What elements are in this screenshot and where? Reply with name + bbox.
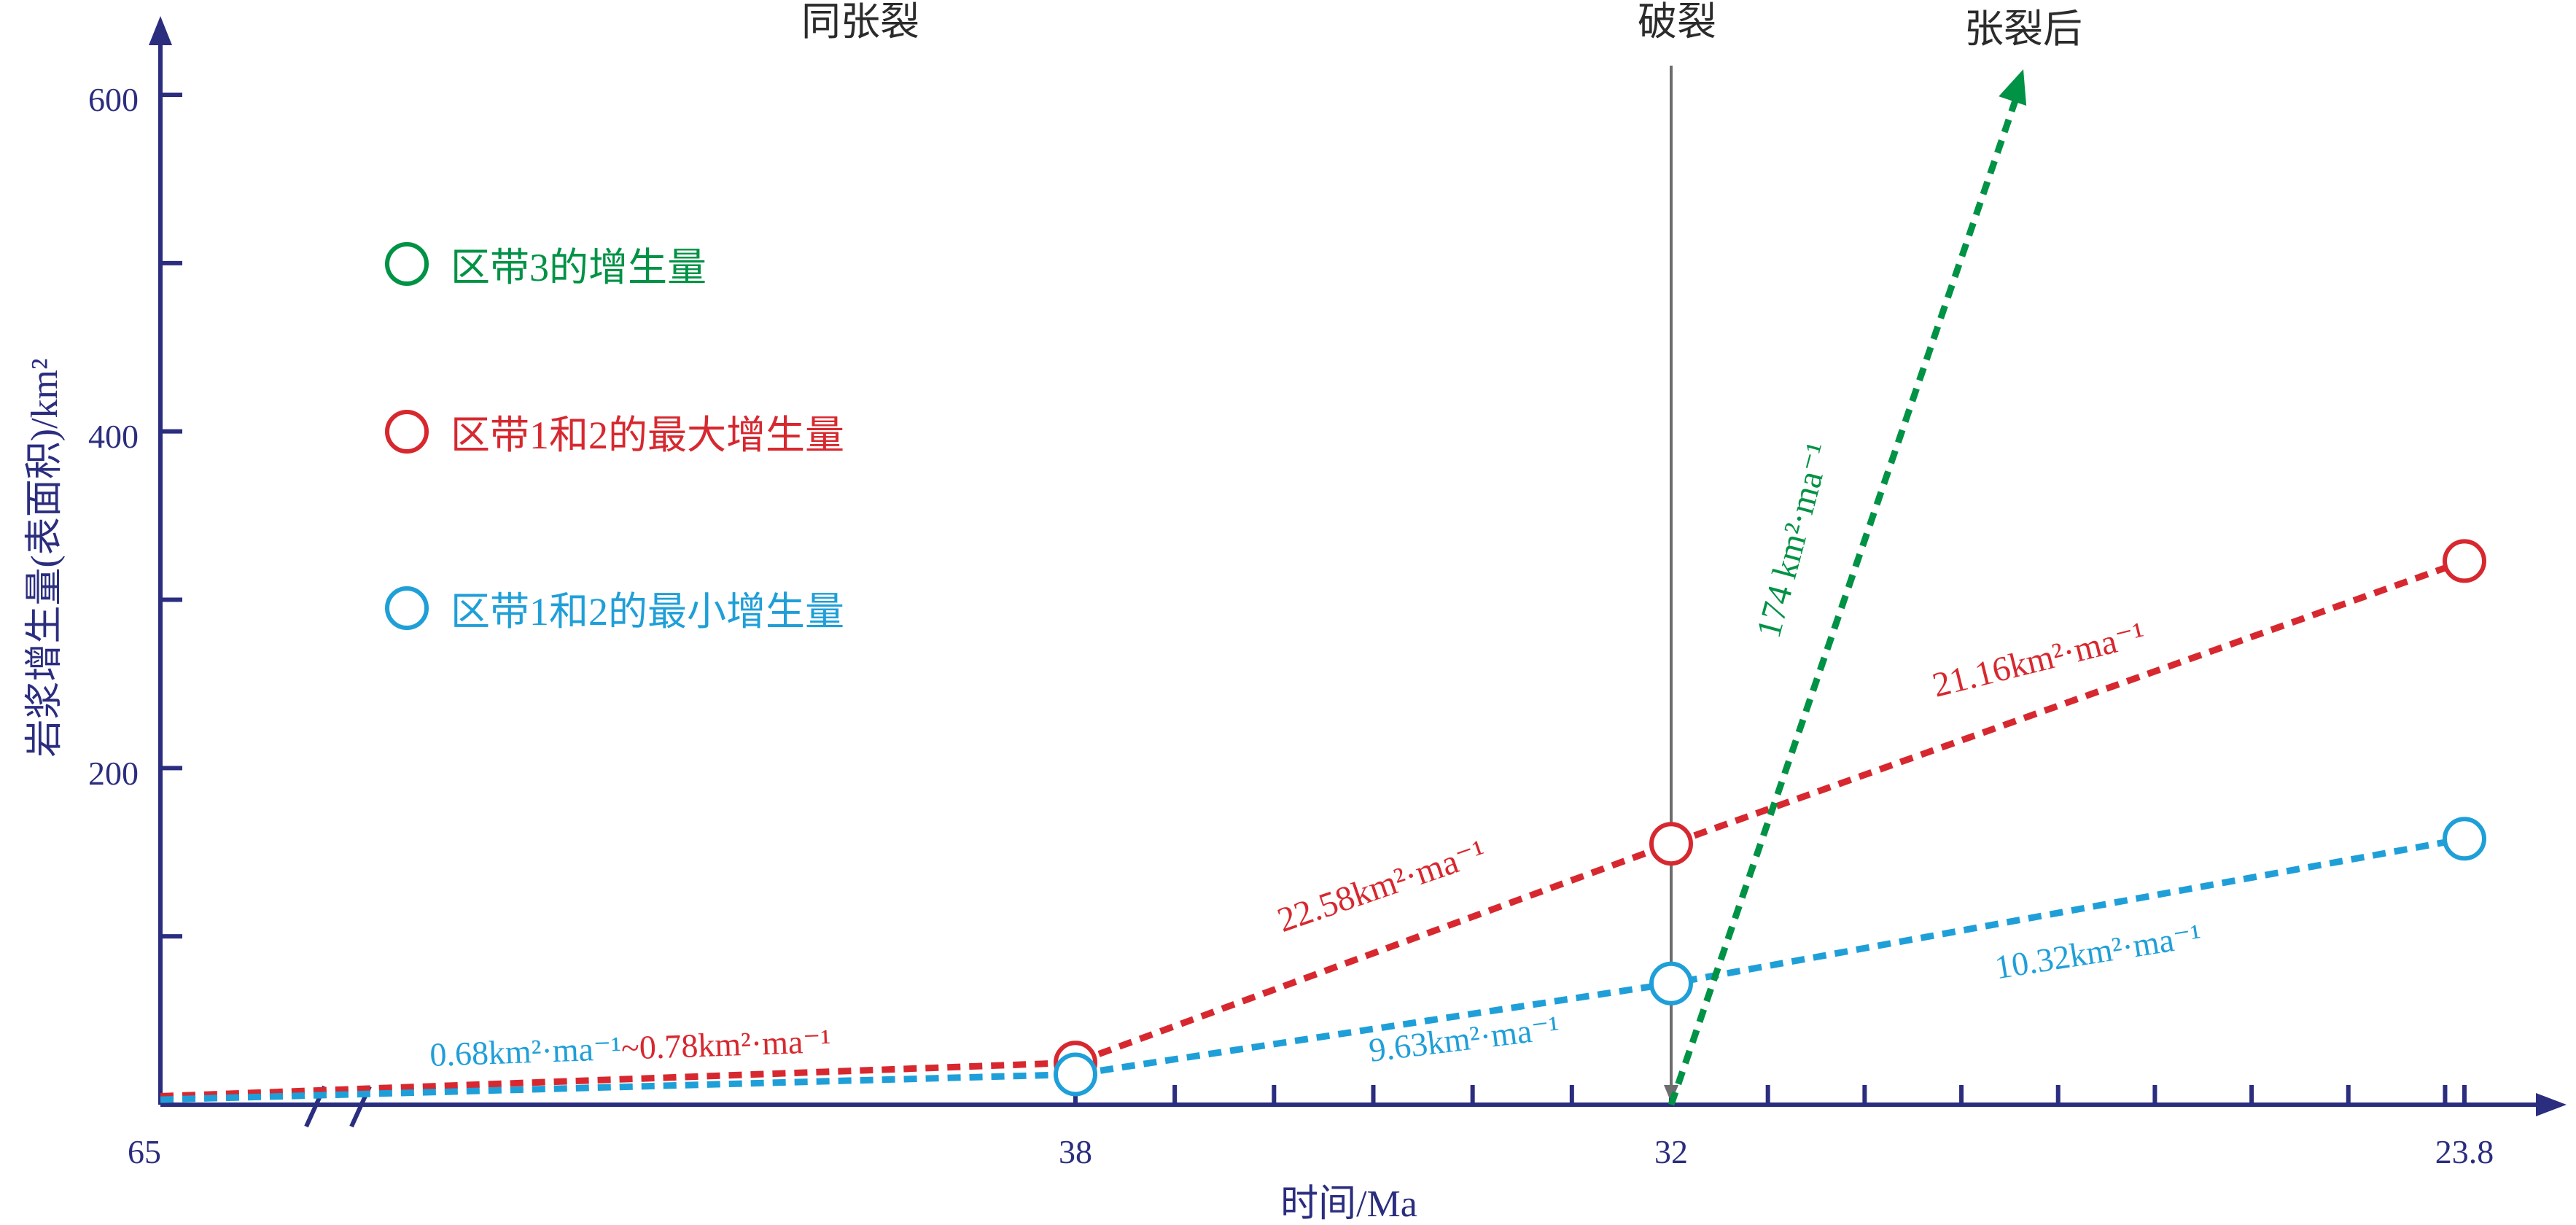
x-tick-label-65: 65 bbox=[128, 1133, 161, 1170]
series-line-zone3 bbox=[1668, 97, 2020, 1106]
phase-label-post-rift: 张裂后 bbox=[1964, 7, 2082, 51]
data-point-max bbox=[2443, 539, 2486, 583]
x-tick-label-23-8: 23.8 bbox=[2435, 1133, 2494, 1170]
legend-marker-zone3 bbox=[385, 242, 429, 286]
rate-label-blue-32-23-8: 10.32km²·ma⁻¹ bbox=[1993, 917, 2204, 986]
legend-label-min: 区带1和2的最小增生量 bbox=[451, 590, 844, 634]
y-tick-label-600: 600 bbox=[88, 81, 139, 118]
data-point-min bbox=[2443, 817, 2486, 861]
data-point-min bbox=[1054, 1052, 1097, 1097]
x-tick-label-32: 32 bbox=[1654, 1133, 1688, 1170]
y-axis-arrow bbox=[149, 16, 172, 45]
legend: 区带3的增生量 区带1和2的最大增生量 区带1和2的最小增生量 bbox=[385, 242, 844, 634]
legend-item-max: 区带1和2的最大增生量 bbox=[385, 410, 844, 457]
legend-label-zone3: 区带3的增生量 bbox=[451, 246, 707, 289]
legend-marker-min bbox=[385, 586, 429, 630]
series-arrow-zone3 bbox=[1999, 69, 2027, 106]
phase-label-syn-rift: 同张裂 bbox=[801, 0, 919, 44]
rate-label-blue-38-32: 9.63km²·ma⁻¹ bbox=[1367, 1008, 1562, 1069]
rate-label-green: 174 km²·ma⁻¹ bbox=[1749, 439, 1838, 642]
legend-item-zone3: 区带3的增生量 bbox=[385, 242, 707, 289]
breakup-line-arrow bbox=[1664, 1085, 1678, 1102]
data-point-min bbox=[1649, 961, 1693, 1006]
y-tick-label-200: 200 bbox=[88, 755, 139, 792]
data-point-max bbox=[1649, 822, 1693, 866]
x-axis-arrow bbox=[2536, 1093, 2567, 1116]
rate-label-red-32-23-8: 21.16km²·ma⁻¹ bbox=[1929, 615, 2149, 705]
legend-marker-max bbox=[385, 410, 429, 454]
legend-item-min: 区带1和2的最小增生量 bbox=[385, 586, 844, 634]
rate-label-early: 0.68km²·ma⁻¹~0.78km²·ma⁻¹ bbox=[429, 1022, 832, 1073]
series-line-max bbox=[160, 558, 2466, 1100]
legend-label-max: 区带1和2的最大增生量 bbox=[451, 413, 844, 457]
phase-label-breakup: 破裂 bbox=[1638, 0, 1716, 44]
x-axis-title: 时间/Ma bbox=[1280, 1183, 1417, 1225]
x-tick-label-38: 38 bbox=[1059, 1133, 1092, 1170]
y-tick-label-400: 400 bbox=[88, 418, 139, 455]
y-axis-title: 岩浆增生量(表面积)/km² bbox=[24, 358, 66, 757]
